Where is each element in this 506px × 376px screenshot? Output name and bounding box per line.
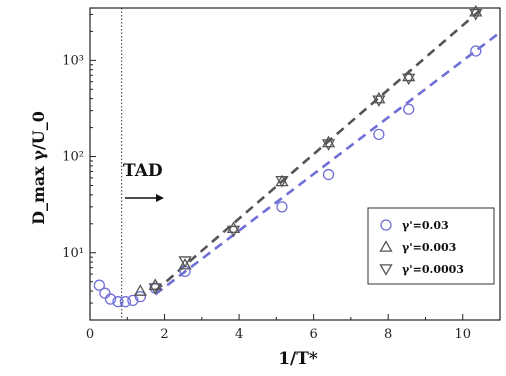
ticks-layer: 0 2 4 6 8 10 10¹ 10² 10³ <box>62 8 471 342</box>
data-point <box>119 296 132 308</box>
data-point <box>276 201 288 213</box>
fit-line <box>154 8 483 293</box>
x-tick-label: 6 <box>309 327 317 342</box>
x-tick-label: 4 <box>235 327 243 342</box>
data-point <box>178 256 192 268</box>
data-point <box>226 221 241 233</box>
tad-arrow-icon <box>125 194 164 202</box>
data-point <box>403 103 415 115</box>
tad-annotation-label: TAD <box>123 161 163 181</box>
legend-label: γ'=0.0003 <box>402 263 464 276</box>
x-tick-label: 2 <box>160 327 168 342</box>
legend-marker <box>379 240 393 252</box>
data-point <box>178 257 192 270</box>
data-point <box>133 284 147 296</box>
data-point <box>104 293 117 305</box>
data-point <box>99 287 111 299</box>
data-point <box>372 95 386 108</box>
data-point <box>226 225 241 238</box>
y-tick-label: 10¹ <box>62 246 84 261</box>
data-point <box>93 279 105 291</box>
data-point <box>134 290 146 303</box>
y-tick-label: 10² <box>62 150 84 165</box>
marks-layer <box>93 4 483 308</box>
data-point <box>402 73 416 86</box>
data-point <box>372 91 386 104</box>
data-point <box>470 45 482 57</box>
legend: γ'=0.03 γ'=0.003 γ'=0.0003 <box>367 207 495 285</box>
data-point <box>112 296 124 308</box>
x-tick-label: 10 <box>454 327 471 342</box>
data-point <box>469 4 483 17</box>
x-tick-label: 0 <box>86 327 94 342</box>
data-point <box>321 139 336 151</box>
legend-marker <box>380 219 392 231</box>
x-tick-label: 8 <box>384 327 392 342</box>
data-point <box>373 128 385 141</box>
legend-marker <box>379 264 393 276</box>
data-point <box>148 283 162 295</box>
fit-line <box>154 31 501 296</box>
plot-frame <box>89 7 501 321</box>
data-point <box>469 8 483 21</box>
y-axis-title: D_max γ/U_0 <box>29 111 48 225</box>
x-axis-title: 1/T* <box>278 349 318 369</box>
data-point <box>321 135 336 148</box>
legend-label: γ'=0.003 <box>402 241 456 254</box>
data-point <box>402 69 416 82</box>
legend-label: γ'=0.03 <box>402 219 449 232</box>
fit-layer <box>154 8 501 296</box>
data-point <box>275 175 289 188</box>
y-tick-label: 10³ <box>62 53 84 68</box>
data-point <box>322 168 335 181</box>
